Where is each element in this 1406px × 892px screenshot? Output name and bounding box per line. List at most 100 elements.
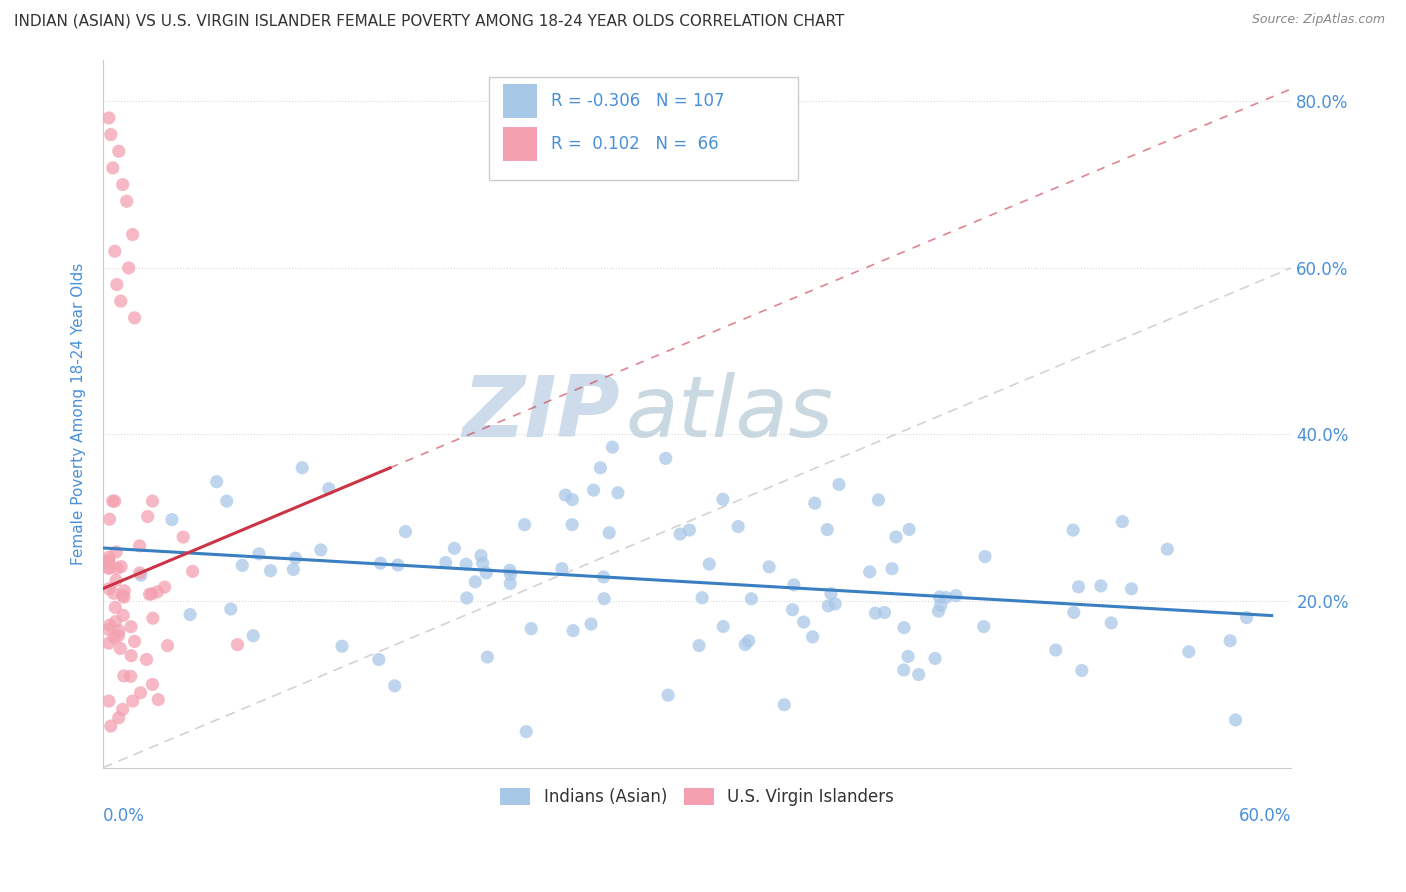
Point xyxy=(112,608,135,623)
Point xyxy=(112,590,135,604)
Point xyxy=(657,688,679,702)
Point xyxy=(907,667,929,681)
Point xyxy=(562,624,585,638)
Point xyxy=(318,482,340,496)
Point xyxy=(579,617,602,632)
Legend: Indians (Asian), U.S. Virgin Islanders: Indians (Asian), U.S. Virgin Islanders xyxy=(494,781,901,813)
Point xyxy=(103,631,125,645)
Point xyxy=(782,603,804,617)
Point xyxy=(97,623,120,637)
Point xyxy=(153,580,176,594)
Point xyxy=(121,694,143,708)
Bar xyxy=(503,127,537,161)
Point xyxy=(554,488,576,502)
Point xyxy=(456,591,478,605)
Point xyxy=(105,561,128,575)
Point xyxy=(865,606,887,620)
Point xyxy=(868,492,890,507)
Point xyxy=(1062,523,1084,537)
Point xyxy=(669,527,692,541)
Point xyxy=(464,574,486,589)
Point xyxy=(118,260,141,275)
Point xyxy=(873,606,896,620)
Point xyxy=(115,194,138,209)
Bar xyxy=(503,85,537,119)
Point xyxy=(105,277,128,292)
Point xyxy=(111,178,134,192)
Point xyxy=(367,652,389,666)
Point xyxy=(551,561,574,575)
Point xyxy=(935,591,957,605)
Point xyxy=(107,145,129,159)
Point xyxy=(803,496,825,510)
Point xyxy=(945,589,967,603)
Point xyxy=(589,460,612,475)
Point xyxy=(97,550,120,565)
Point xyxy=(758,559,780,574)
Point xyxy=(499,567,522,582)
Point xyxy=(181,565,204,579)
Point xyxy=(561,517,583,532)
Point xyxy=(737,633,759,648)
Point xyxy=(1156,542,1178,557)
Text: R = -0.306   N = 107: R = -0.306 N = 107 xyxy=(551,93,724,111)
FancyBboxPatch shape xyxy=(489,78,799,180)
Point xyxy=(121,227,143,242)
Point xyxy=(793,615,815,629)
Point xyxy=(284,551,307,566)
Point xyxy=(443,541,465,556)
Point xyxy=(711,619,734,633)
Point xyxy=(893,621,915,635)
Point xyxy=(499,576,522,591)
Point xyxy=(477,650,499,665)
Point xyxy=(141,587,163,601)
Point xyxy=(128,566,150,580)
Point xyxy=(859,565,882,579)
Point xyxy=(259,564,281,578)
Point xyxy=(242,629,264,643)
Point xyxy=(309,543,332,558)
Text: R =  0.102   N =  66: R = 0.102 N = 66 xyxy=(551,135,718,153)
Point xyxy=(801,630,824,644)
Point xyxy=(136,509,159,524)
Point xyxy=(394,524,416,539)
Point xyxy=(783,578,806,592)
Point xyxy=(592,570,614,584)
Point xyxy=(104,615,127,629)
Point xyxy=(101,494,124,508)
Point xyxy=(513,517,536,532)
Point xyxy=(884,530,907,544)
Point xyxy=(1067,580,1090,594)
Point xyxy=(1070,664,1092,678)
Point xyxy=(97,554,120,568)
Point xyxy=(697,557,720,571)
Point xyxy=(98,618,121,632)
Point xyxy=(928,590,950,604)
Point xyxy=(828,477,851,491)
Point xyxy=(1236,610,1258,624)
Point xyxy=(156,639,179,653)
Point xyxy=(817,599,839,613)
Point xyxy=(655,451,678,466)
Point xyxy=(734,638,756,652)
Point xyxy=(179,607,201,622)
Point xyxy=(291,460,314,475)
Point xyxy=(146,585,169,599)
Point xyxy=(205,475,228,489)
Point xyxy=(582,483,605,498)
Point xyxy=(138,587,160,601)
Point xyxy=(598,525,620,540)
Point xyxy=(97,561,120,575)
Point xyxy=(231,558,253,573)
Point xyxy=(475,566,498,580)
Point xyxy=(773,698,796,712)
Point xyxy=(98,512,121,526)
Point xyxy=(820,586,842,600)
Point xyxy=(456,558,478,572)
Point xyxy=(103,586,125,600)
Point xyxy=(111,702,134,716)
Text: atlas: atlas xyxy=(626,372,834,455)
Point xyxy=(1099,615,1122,630)
Point xyxy=(100,719,122,733)
Point xyxy=(135,652,157,666)
